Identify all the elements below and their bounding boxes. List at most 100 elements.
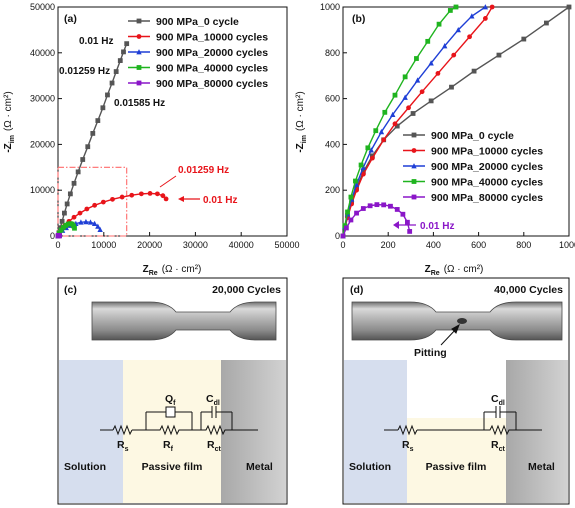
legend-entry: 900 MPa_0 cycle	[431, 130, 514, 142]
equivalent-circuit-c	[100, 406, 258, 436]
series-1	[55, 41, 130, 239]
data-point	[71, 180, 77, 186]
data-point	[402, 74, 408, 80]
x-axis-sub-a: Re	[149, 270, 158, 277]
series-group-a	[55, 41, 169, 239]
x-axis-symbol-a: Z	[143, 264, 149, 275]
data-point	[428, 98, 434, 104]
data-point	[451, 52, 457, 58]
data-point	[77, 210, 83, 216]
series-5	[340, 202, 413, 239]
data-point	[482, 4, 489, 10]
resistor-rs-d	[397, 424, 418, 436]
panel-label-a: (a)	[64, 13, 77, 25]
data-point	[365, 145, 371, 151]
data-point	[496, 52, 502, 58]
annotation-arrowhead	[178, 196, 184, 202]
data-point	[56, 230, 62, 236]
x-axis-unit-a: (Ω · cm²)	[162, 264, 202, 275]
y-tick-label: 20000	[30, 139, 55, 149]
y-tick-label: 0	[335, 231, 340, 241]
series-line	[342, 6, 457, 237]
data-point	[95, 223, 101, 229]
passive-film-label-d: Passive film	[426, 461, 487, 473]
annotations-a: 0.01 Hz 0.01259 Hz 0.01585 Hz 0.01259 Hz 0.0…	[59, 36, 237, 206]
resistor-rs-c	[112, 424, 133, 436]
data-point	[147, 191, 153, 196]
data-point	[381, 202, 387, 208]
data-point	[471, 68, 477, 74]
data-point	[414, 77, 421, 83]
legend-marker	[411, 132, 417, 138]
data-point	[566, 4, 572, 10]
legend-marker	[136, 34, 142, 39]
panel-label-c: (c)	[64, 284, 77, 296]
cpe-qf-c	[165, 406, 176, 418]
data-point	[348, 217, 354, 223]
x-tick-label: 400	[426, 240, 441, 250]
panel-b-chart: 0 200 400 600 800 1000 0 200 400 600 800 1000 (b) 9…	[295, 2, 575, 277]
data-point	[154, 191, 160, 197]
y-tick-label: 0	[50, 231, 55, 241]
axis-ticks-b: 0 200 400 600 800 1000 0 200 400 600 800 1000	[320, 2, 575, 250]
data-point	[467, 34, 472, 40]
x-tick-label: 20000	[137, 240, 162, 250]
data-point	[373, 128, 379, 134]
metal-label-c: Metal	[246, 461, 273, 473]
data-point	[340, 233, 346, 239]
rct-symbol-d: R	[491, 439, 499, 451]
data-point	[482, 16, 488, 21]
data-point	[392, 121, 398, 127]
data-point	[449, 84, 454, 90]
data-point	[163, 196, 169, 202]
data-point	[87, 219, 94, 225]
legend-marker	[411, 194, 417, 200]
x-tick-label: 200	[381, 240, 396, 250]
annotations-b: 0.01 Hz	[393, 221, 454, 232]
pitting-arrow-head	[451, 323, 460, 334]
data-point	[343, 225, 349, 231]
data-point	[57, 233, 62, 239]
series-group-b	[340, 4, 572, 239]
data-point	[374, 202, 380, 208]
data-point	[71, 214, 77, 220]
data-point	[124, 41, 130, 47]
y-tick-label: 30000	[30, 94, 55, 104]
data-point	[59, 218, 65, 224]
passive-film-label-c: Passive film	[142, 461, 203, 473]
metal-region-c	[221, 360, 286, 503]
data-point	[419, 89, 425, 95]
data-point	[400, 211, 406, 217]
data-point	[90, 131, 96, 136]
qf-sub-c: f	[173, 400, 176, 407]
rf-sub-c: f	[171, 446, 174, 453]
y-axis-title-a: -Zim (Ω · cm²)	[3, 91, 16, 152]
solution-region-c	[59, 360, 123, 503]
legend-entry: 900 MPa_20000 cycles	[431, 161, 543, 173]
data-point	[394, 123, 400, 129]
data-point	[407, 229, 413, 234]
pitting-label: Pitting	[414, 347, 447, 359]
data-point	[367, 203, 373, 209]
data-point	[110, 196, 115, 202]
legend-entry: 900 MPa_40000 cycles	[431, 177, 543, 189]
cdl-sub-d: dl	[499, 400, 505, 407]
data-point	[378, 128, 385, 135]
rct-label-d: Rct	[491, 439, 505, 453]
qf-symbol-c: Q	[165, 393, 173, 405]
frequency-annotation: 0.01 Hz	[420, 221, 454, 232]
rs-symbol-d: R	[402, 439, 410, 451]
data-point	[428, 60, 434, 66]
data-point	[80, 157, 86, 162]
panel-c-schematic: (c) 20,000 Cycles Rs Rf	[57, 277, 288, 505]
plot-frame-a	[57, 6, 288, 237]
x-tick-label: 30000	[183, 240, 208, 250]
resistor-rct-c	[201, 424, 232, 436]
metal-region-d	[506, 360, 568, 503]
data-point	[414, 56, 419, 61]
cdl-label-c: Cdl	[206, 393, 220, 407]
panel-label-b: (b)	[352, 13, 365, 25]
qf-label-c: Qf	[165, 393, 176, 407]
legend-a: 900 MPa_0 cycle 900 MPa_10000 cycles 900 M…	[128, 16, 268, 90]
legend-entry: 900 MPa_40000 cycles	[156, 63, 268, 75]
